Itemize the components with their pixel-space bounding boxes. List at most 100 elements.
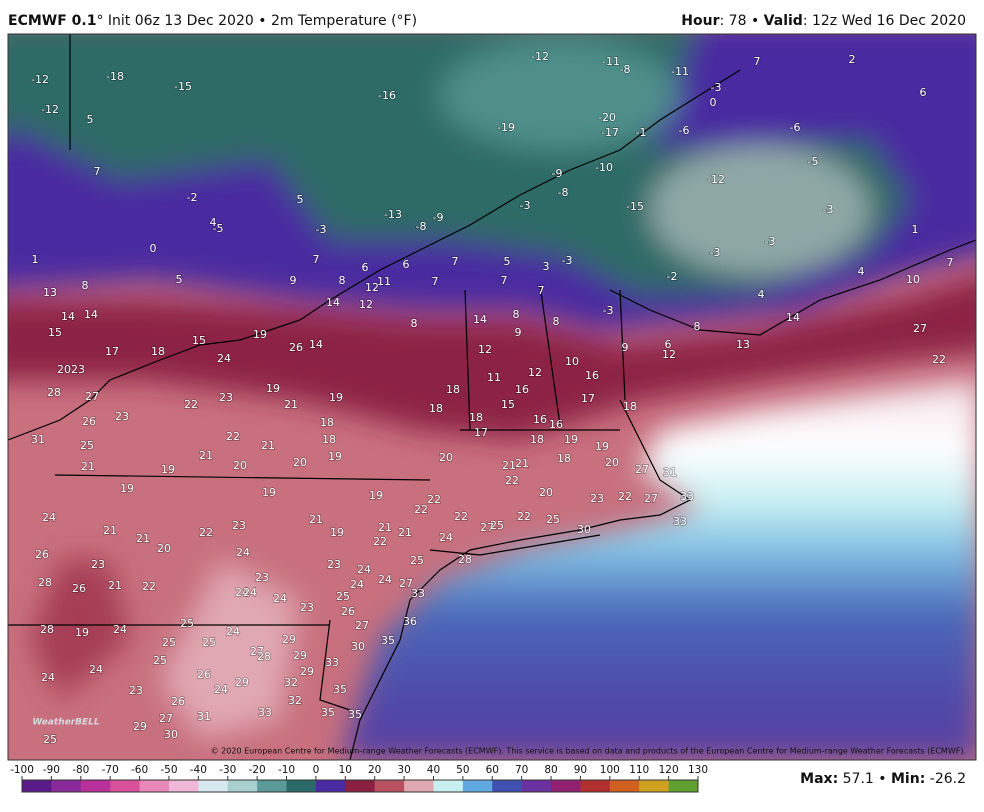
temperature-label: 10 [565,355,579,368]
coastlines [8,34,976,760]
temperature-label: 15 [192,334,206,347]
temperature-label: -2 [187,191,198,204]
temperature-label: 26 [72,582,86,595]
colorbar-tick-label: -30 [219,764,236,776]
temperature-label: 27 [913,322,927,335]
temperature-label: -11 [671,65,689,78]
colorbar-tick-label: 30 [397,764,410,776]
colorbar-tick-label: 100 [600,764,620,776]
colorbar-frame [21,779,699,793]
colorbar-segment [286,780,317,792]
temperature-label: 5 [176,273,183,286]
temperature-label: 35 [381,634,395,647]
temperature-label: 18 [469,411,483,424]
temperature-label: 25 [162,636,176,649]
colorbar: -100 -90 -80 -70 -60 -50 -40 -30 -20 -10 0 10 20 30 40… [10,764,708,793]
temperature-label: 8 [553,315,560,328]
colorbar-tick-label: -70 [102,764,119,776]
temperature-label: 16 [515,383,529,396]
temperature-label: 21 [309,513,323,526]
temperature-label: -9 [433,211,444,224]
temperature-label: 22 [414,503,428,516]
temperature-label: 23 [91,558,105,571]
temperature-label: 33 [325,656,339,669]
colorbar-segment [492,780,523,792]
temperature-label: 27 [85,390,99,403]
temperature-label: 19 [161,463,175,476]
temperature-label: 21 [103,524,117,537]
temperature-label: 29 [300,665,314,678]
temperature-label: 27 [399,577,413,590]
temperature-label: 9 [290,274,297,287]
temperature-label: 26 [171,695,185,708]
min: -26.2 [930,771,966,787]
copyright: © 2020 European Centre for Medium-range … [211,747,966,756]
temperature-label: 0 [150,242,157,255]
min-label: Min [891,771,920,787]
temperature-label: 8 [411,317,418,330]
temperature-label: -6 [790,121,801,134]
map-frame [7,33,977,761]
temperature-label: 25 [202,636,216,649]
temperature-label: 7 [501,274,508,287]
temperature-label: 14 [61,310,75,323]
temperature-label: 4 [210,216,217,229]
valid: : 12z Wed 16 Dec 2020 [803,13,966,29]
temperature-label: -10 [595,161,613,174]
temperature-label: 10 [906,273,920,286]
temperature-label: 18 [151,345,165,358]
temperature-label: 28 [47,386,61,399]
temperature-label: 28 [257,650,271,663]
temperature-label: 1 [912,223,919,236]
temperature-label: -8 [416,220,427,233]
temperature-label: 19 [262,486,276,499]
temperature-label: 24 [217,352,231,365]
temperature-label: 20 [605,456,619,469]
model: ECMWF 0.1 [8,13,96,29]
temperature-label: 27 [159,712,173,725]
temperature-label: 17 [105,345,119,358]
colorbar-segment [51,780,82,792]
colorbar-tick-label: -20 [249,764,266,776]
temperature-label: 17 [581,392,595,405]
colorbar-tick-label: 80 [544,764,557,776]
colorbar-tick-label: -80 [72,764,89,776]
temperature-label: 24 [243,586,257,599]
temperature-label: 36 [403,615,417,628]
colorbar-segment [198,780,229,792]
temperature-label: -3 [710,246,721,259]
temperature-label: 30 [164,728,178,741]
colorbar-tick-label: 20 [368,764,381,776]
temperature-label: 9 [622,341,629,354]
temperature-label: 8 [82,279,89,292]
temperature-label: 7 [94,165,101,178]
temperature-label: 29 [282,633,296,646]
temperature-label: 24 [113,623,127,636]
temperature-label: 14 [309,338,323,351]
temperature-label: 22 [226,430,240,443]
temperature-label: 4 [758,288,765,301]
temperature-label: 24 [214,683,228,696]
temperature-label: 12 [662,348,676,361]
header-left: ECMWF 0.1° Init 06z 13 Dec 2020 • 2m Tem… [8,13,417,29]
temperature-label: 21 [284,398,298,411]
temperature-label: 8 [513,308,520,321]
temperature-label: 21 [108,579,122,592]
colorbar-segment [315,780,346,792]
temperature-label: -5 [213,222,224,235]
colorbar-tick-label: -50 [160,764,177,776]
temperature-label: -3 [520,199,531,212]
temperature-label: 6 [362,261,369,274]
temperature-label: 21 [398,526,412,539]
temperature-label: 29 [235,676,249,689]
temperature-label: 31 [197,710,211,723]
temperature-label: -15 [174,80,192,93]
hour: : 78 • [720,13,760,29]
temperature-label: 7 [538,284,545,297]
temperature-label: 33 [411,587,425,600]
temperature-label: -12 [31,73,49,86]
temperature-label: 22 [184,398,198,411]
temperature-label: 33 [258,706,272,719]
temperature-label: 32 [284,676,298,689]
